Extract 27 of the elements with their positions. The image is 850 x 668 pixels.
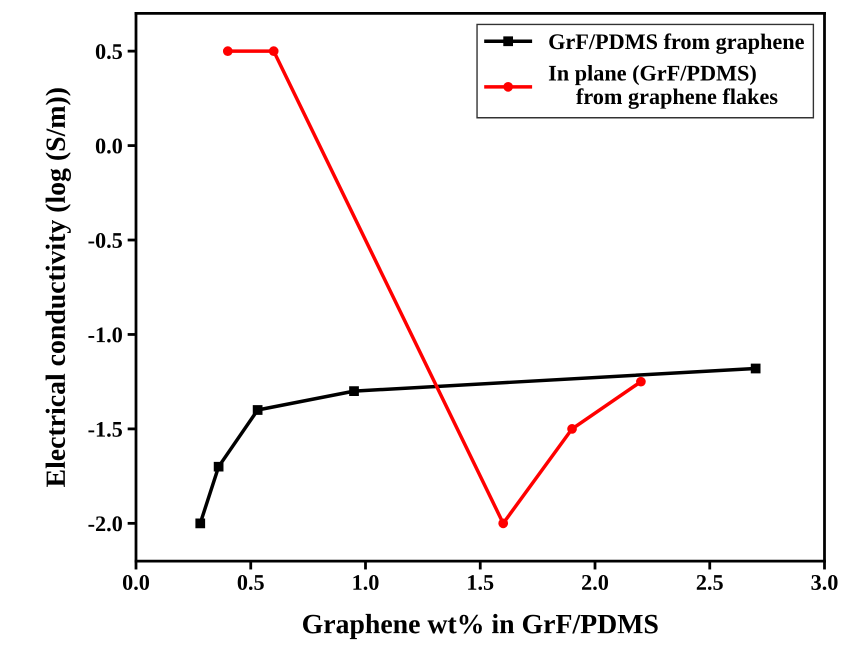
y-tick-label: 0.5 xyxy=(96,44,122,60)
point xyxy=(214,462,224,472)
legend-label: In plane (GrF/PDMS) from graphene flakes xyxy=(548,65,778,109)
point xyxy=(498,518,508,528)
point xyxy=(636,376,646,387)
x-tick-label: 3.0 xyxy=(811,574,838,590)
x-tick-label: 2.5 xyxy=(696,575,723,590)
y-tick-label: -2.0 xyxy=(88,516,122,532)
x-tick-label: 1.5 xyxy=(468,575,494,590)
legend-label: GrF/PDMS from graphene xyxy=(549,33,804,54)
y-axis-title: Electrical conductivity (log (S/m)) xyxy=(46,88,71,487)
x-axis-title: Graphene wt% in GrF/PDMS xyxy=(302,614,658,640)
x-tick-label: 2.0 xyxy=(582,574,608,590)
y-tick-label: -0.5 xyxy=(88,232,122,248)
x-tick-label: 1.0 xyxy=(353,574,379,590)
point xyxy=(750,364,761,374)
y-tick-label: 0.0 xyxy=(96,138,122,154)
y-tick-label: -1.5 xyxy=(88,422,122,437)
y-tick-label: -1.0 xyxy=(88,327,122,342)
point xyxy=(222,46,233,56)
point xyxy=(567,424,577,434)
point xyxy=(195,518,206,528)
point xyxy=(268,46,279,56)
x-tick-label: 0.5 xyxy=(238,574,264,590)
x-tick-label: 0.0 xyxy=(122,574,150,590)
point xyxy=(252,405,262,415)
point xyxy=(349,386,359,396)
